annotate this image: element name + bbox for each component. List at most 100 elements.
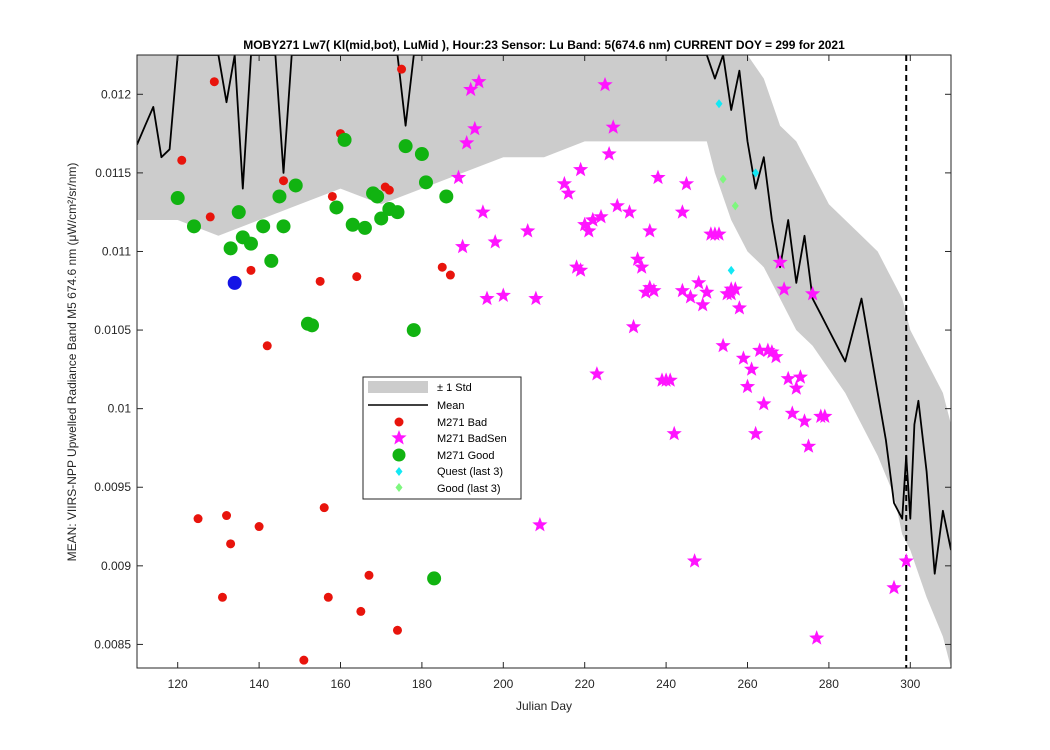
legend-good-last3-label: Good (last 3) <box>437 483 501 495</box>
legend-good-label: M271 Good <box>437 450 494 462</box>
x-tick-label: 140 <box>249 677 269 691</box>
badsen-point <box>601 146 617 161</box>
badsen-point <box>768 348 784 364</box>
badsen-point <box>609 197 625 213</box>
badsen-point <box>776 281 792 296</box>
bad-point <box>437 262 447 272</box>
quest-point <box>752 168 760 178</box>
bad-point <box>279 176 289 186</box>
badsen-point <box>809 630 825 645</box>
plot-frame <box>136 54 952 669</box>
x-tick-label: 240 <box>656 677 676 691</box>
bad-point <box>205 212 215 222</box>
bad-point <box>392 625 402 635</box>
x-tick-label: 280 <box>819 677 839 691</box>
badsen-point <box>605 119 621 134</box>
badsen-point <box>450 169 467 185</box>
good-point <box>345 217 360 232</box>
badsen-point <box>805 285 821 301</box>
y-tick-label: 0.0085 <box>94 637 131 651</box>
mean-line <box>137 55 951 575</box>
good-point <box>418 175 433 190</box>
badsen-point <box>666 425 682 441</box>
bad-point <box>177 155 187 165</box>
badsen-point <box>528 290 544 306</box>
badsen-point <box>634 259 650 274</box>
good-point <box>427 571 442 586</box>
y-axis: 0.0085 0.009 0.0095 0.01 0.0105 0.011 0.0115 0.… <box>94 87 951 651</box>
badsen-point <box>748 425 764 441</box>
badsen-point <box>674 204 690 219</box>
badsen-point <box>642 223 658 238</box>
plot-area <box>137 55 951 668</box>
bad-point <box>193 514 203 524</box>
quest-point <box>715 99 723 109</box>
legend-badsen-marker <box>391 430 407 445</box>
badsen-point <box>556 175 572 191</box>
badsen-point <box>597 76 613 92</box>
good-point <box>264 253 279 268</box>
y-tick-label: 0.009 <box>101 559 131 573</box>
good-point <box>305 318 320 333</box>
badsen-point <box>646 282 662 298</box>
badsen-point <box>764 344 780 359</box>
bad-point <box>222 511 232 521</box>
badsen-point <box>731 300 747 315</box>
badsen-point <box>479 290 495 306</box>
badsen-point <box>886 579 902 595</box>
y-tick-label: 0.0105 <box>94 323 131 337</box>
good-point <box>374 211 389 226</box>
good-point <box>256 219 271 234</box>
badsen-point <box>739 378 756 394</box>
badsen-point <box>682 289 699 304</box>
badsen-point <box>577 216 593 232</box>
blue-point <box>227 275 242 290</box>
badsen-point <box>642 279 658 295</box>
badsen-point <box>800 438 817 453</box>
x-tick-label: 300 <box>900 677 920 691</box>
badsen-point <box>796 413 813 428</box>
badsen-point <box>467 120 483 136</box>
x-tick-label: 220 <box>575 677 595 691</box>
badsen-point <box>792 369 808 384</box>
good-last3-point <box>719 174 727 184</box>
bad-point <box>364 570 374 580</box>
badsen-point <box>495 287 511 302</box>
legend-good-marker <box>392 448 406 462</box>
bad-point <box>254 522 264 532</box>
bad-point <box>323 592 333 602</box>
badsen-point <box>475 204 491 219</box>
good-point <box>243 236 258 251</box>
badsen-point <box>711 226 727 241</box>
x-tick-label: 160 <box>330 677 350 691</box>
bad-point <box>299 655 309 665</box>
badsen-point <box>691 274 707 290</box>
badsen-point <box>638 284 654 299</box>
badsen-point <box>593 208 609 224</box>
legend-quest-label: Quest (last 3) <box>437 466 503 478</box>
badsen-point <box>471 73 487 89</box>
badsen-point <box>569 259 585 274</box>
bad-point <box>246 265 256 275</box>
chart-title: MOBY271 Lw7( Kl(mid,bot), LuMid ), Hour:… <box>243 38 845 52</box>
legend-good-last3-marker <box>395 483 403 492</box>
y-tick-label: 0.0095 <box>94 480 131 494</box>
badsen-point <box>715 337 731 353</box>
badsen-point <box>727 281 743 296</box>
badsen-point <box>487 234 503 249</box>
badsen-point <box>772 254 788 269</box>
std-band <box>137 55 951 668</box>
x-tick-label: 200 <box>493 677 513 691</box>
legend-badsen-label: M271 BadSen <box>437 433 507 445</box>
badsen-point <box>463 81 479 97</box>
quest-point <box>727 265 735 275</box>
badsen-point <box>573 161 589 177</box>
x-tick-label: 120 <box>168 677 188 691</box>
badsen-point <box>898 553 914 568</box>
good-point <box>414 147 429 162</box>
legend-std-label: ± 1 Std <box>437 382 472 394</box>
legend-bad-label: M271 Bad <box>437 417 487 429</box>
bad-point <box>315 276 325 286</box>
good-point <box>272 189 287 204</box>
